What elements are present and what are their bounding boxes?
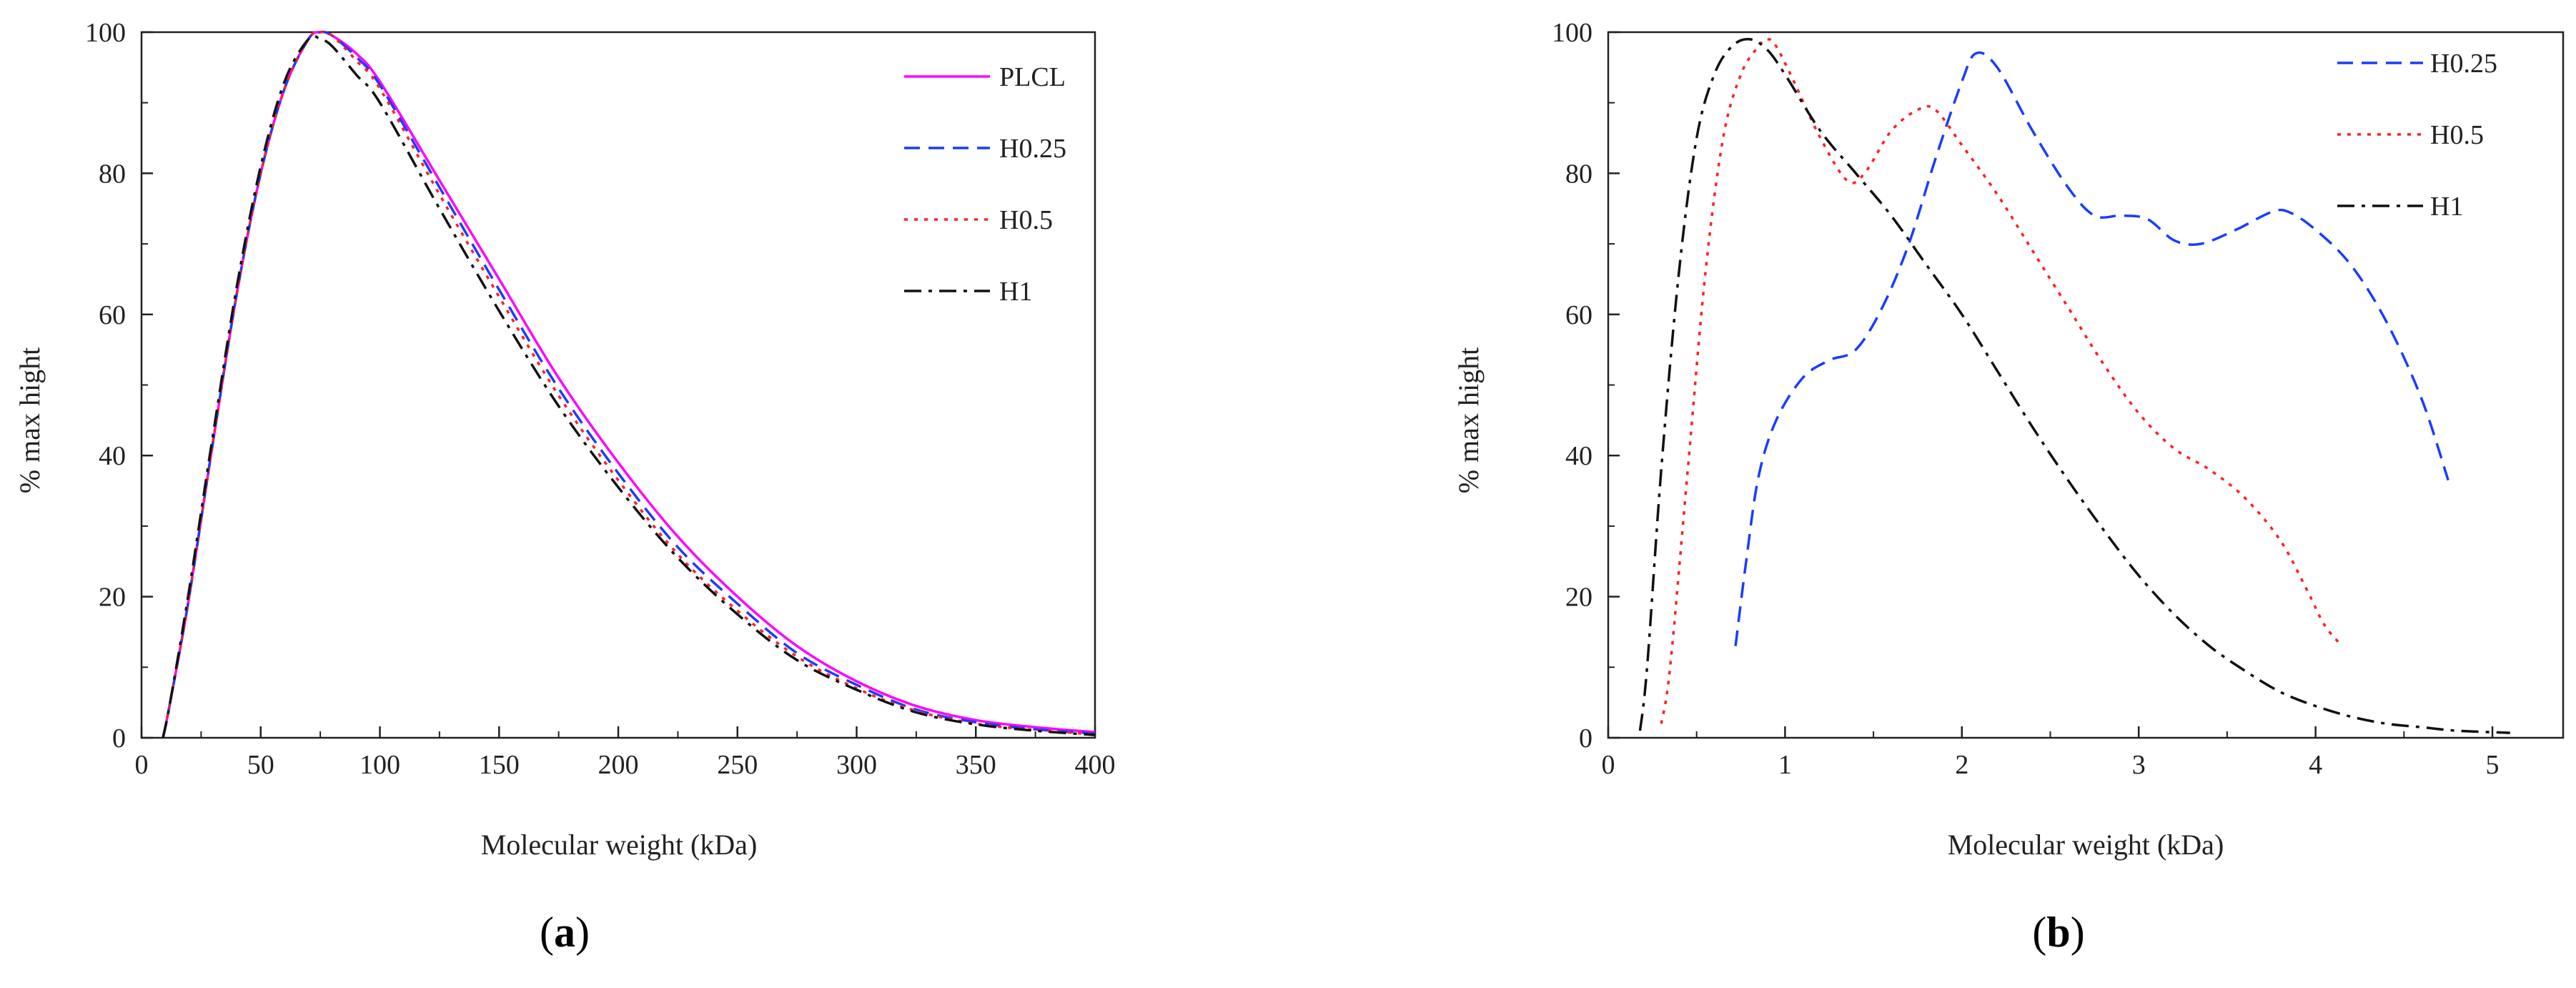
legend-label: H0.25: [2430, 49, 2497, 79]
x-axis-label-a: Molecular weight (kDa): [481, 829, 758, 861]
y-tick-label: 40: [1565, 441, 1592, 471]
y-tick-label: 100: [85, 18, 126, 48]
legend-label: H0.5: [999, 205, 1053, 235]
x-ticks-a: 0 50 100 150 200 250 300 350 400: [135, 726, 1116, 780]
y-axis-label-b: % max hight: [1452, 347, 1485, 493]
y-tick-label: 0: [1579, 723, 1592, 754]
axes-b: [1607, 31, 2565, 739]
x-tick-label: 3: [2132, 750, 2146, 780]
legend-a: PLCL H0.25 H0.5 H1: [904, 62, 1066, 307]
panel-label-a: (a): [540, 909, 590, 956]
x-tick-label: 0: [1602, 750, 1615, 780]
y-ticks-b: 0 20 40 60 80 100: [1552, 18, 1620, 754]
series-line-h1: [1638, 37, 2510, 734]
legend-label: H1: [2430, 192, 2463, 222]
x-tick-label: 0: [135, 750, 149, 780]
y-tick-label: 80: [1565, 159, 1592, 189]
series-line-h1: [162, 34, 1096, 738]
legend-label: H0.25: [999, 134, 1066, 164]
x-tick-label: 250: [717, 750, 758, 780]
y-tick-label: 100: [1552, 18, 1592, 48]
x-tick-label: 4: [2309, 750, 2322, 780]
y-tick-label: 60: [1565, 300, 1592, 330]
series-line-h0-5: [1660, 38, 2344, 724]
y-tick-label: 60: [99, 300, 126, 330]
x-tick-label: 5: [2486, 750, 2500, 780]
y-tick-label: 80: [99, 159, 126, 189]
chart-b: 0 1 2 3 4 5 0 20 40 60 80 100 H0.25 H0.5 H1 Molecula…: [1452, 18, 2565, 861]
legend-label: PLCL: [999, 62, 1066, 92]
x-tick-label: 2: [1955, 750, 1968, 780]
series-b: [1638, 37, 2510, 734]
x-ticks-b: 0 1 2 3 4 5: [1602, 726, 2500, 780]
x-tick-label: 400: [1075, 750, 1116, 780]
x-tick-label: 200: [598, 750, 639, 780]
y-ticks-a: 0 20 40 60 80 100: [85, 18, 153, 754]
legend-label: H0.5: [2430, 120, 2484, 150]
legend-b: H0.25 H0.5 H1: [2337, 49, 2497, 222]
x-tick-label: 100: [360, 750, 400, 780]
legend-label: H1: [999, 277, 1032, 307]
series-a: [162, 30, 1096, 738]
x-tick-label: 350: [956, 750, 996, 780]
panel-label-b: (b): [2032, 909, 2085, 956]
x-axis-label-b: Molecular weight (kDa): [1948, 829, 2224, 861]
y-tick-label: 0: [112, 723, 126, 754]
x-tick-label: 50: [247, 750, 274, 780]
x-tick-label: 150: [479, 750, 520, 780]
x-tick-label: 1: [1778, 750, 1792, 780]
chart-a: 0 50 100 150 200 250 300 350 400 0 20 40 60 80 100 PL…: [14, 18, 1116, 861]
y-tick-label: 20: [99, 583, 126, 613]
y-tick-label: 20: [1565, 583, 1592, 613]
y-axis-label-a: % max hight: [14, 347, 46, 493]
series-line-h0-25: [1734, 51, 2449, 646]
x-tick-label: 300: [836, 750, 877, 780]
y-tick-label: 40: [99, 441, 126, 471]
plot-frame: [1607, 31, 2565, 739]
